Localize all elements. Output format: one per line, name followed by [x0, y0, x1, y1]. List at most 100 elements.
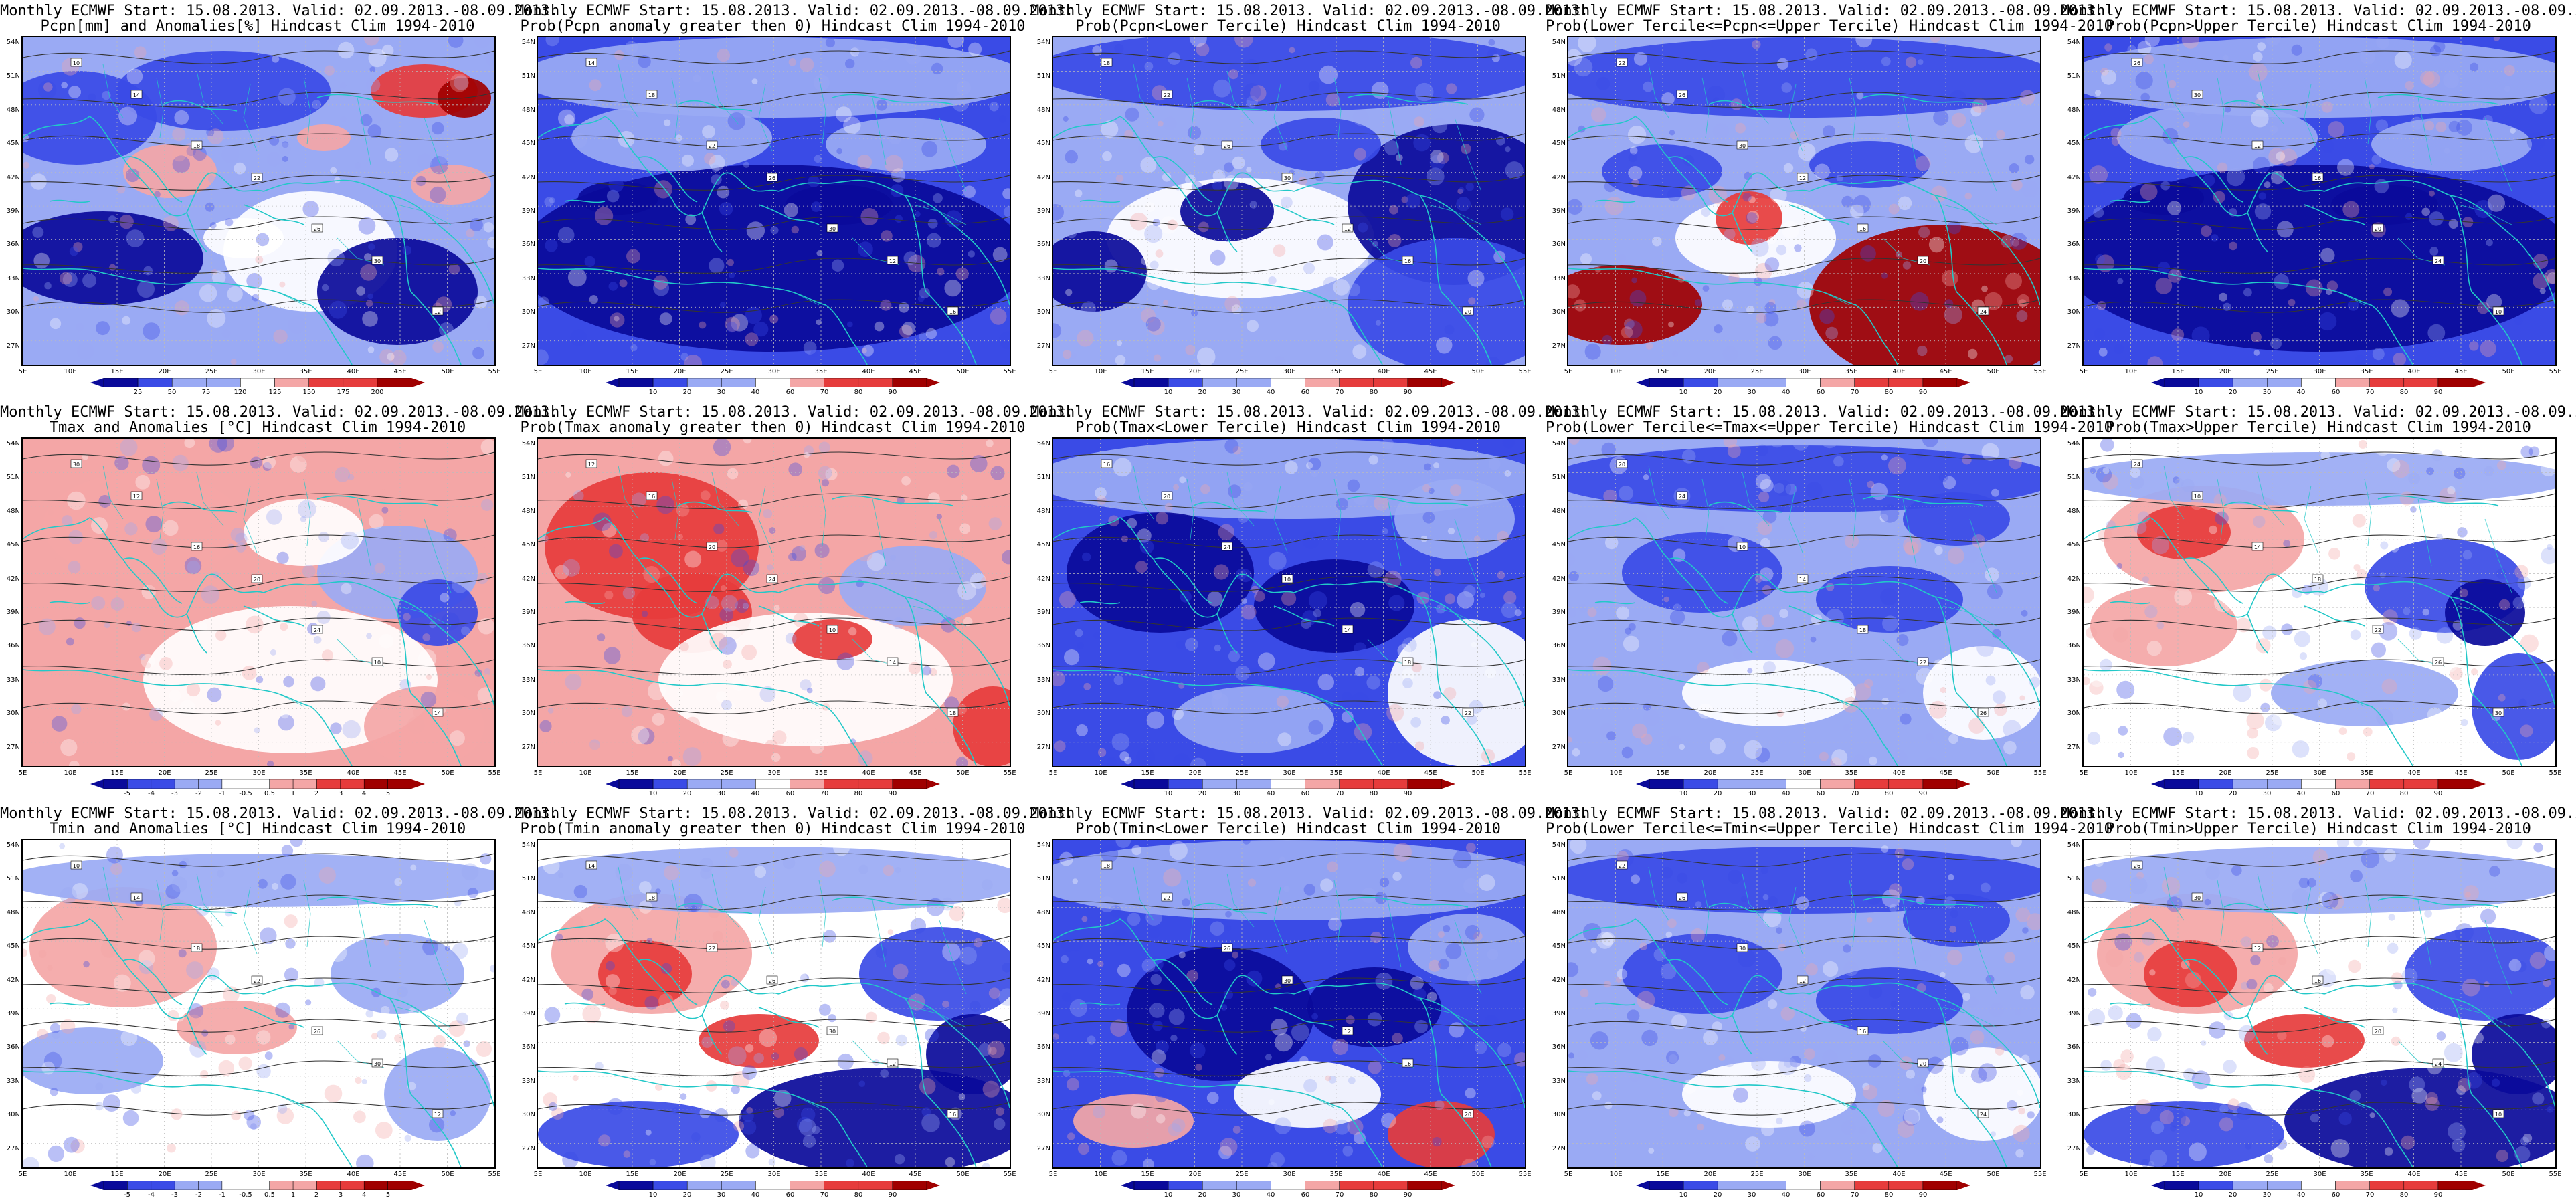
- speckle-cell: [2136, 872, 2144, 880]
- speckle-cell: [46, 756, 62, 766]
- speckle-cell: [1921, 1086, 1927, 1092]
- coastline: [1855, 706, 1898, 766]
- contour-line: [23, 452, 494, 466]
- speckle-cell: [731, 676, 747, 691]
- coastline: [2371, 304, 2413, 365]
- country-border: [243, 485, 258, 553]
- coastline: [2371, 706, 2413, 766]
- longitude-tick-label: 30E: [2313, 1171, 2326, 1178]
- contour-label: 24: [1980, 1112, 1987, 1118]
- speckle-cell: [716, 691, 727, 702]
- colorbar: [606, 378, 940, 387]
- country-border: [1701, 880, 1710, 941]
- contour-line: [538, 977, 1010, 993]
- speckle-cell: [903, 251, 918, 266]
- speckle-cell: [88, 93, 96, 102]
- coastline: [538, 268, 826, 306]
- latitude-tick-label: 45N: [1036, 140, 1050, 147]
- speckle-cell: [2347, 300, 2359, 311]
- speckle-cell: [1153, 1096, 1168, 1110]
- speckle-cell: [1929, 700, 1947, 719]
- contour-line: [2084, 216, 2555, 230]
- speckle-cell: [2142, 576, 2149, 583]
- speckle-cell: [260, 927, 277, 944]
- speckle-cell: [959, 523, 971, 534]
- speckle-cell: [1413, 134, 1431, 152]
- speckle-cell: [54, 854, 61, 862]
- country-border: [2484, 920, 2512, 995]
- colorbar-label: 10: [1164, 389, 1173, 396]
- colorbar-label: 60: [1816, 790, 1825, 797]
- speckle-cell: [2493, 37, 2500, 41]
- latitude-tick-label: 51N: [6, 72, 20, 80]
- speckle-cell: [356, 1154, 374, 1167]
- speckle-cell: [2528, 446, 2540, 458]
- contour-label: 22: [1465, 710, 1471, 716]
- speckle-cell: [919, 1078, 936, 1095]
- speckle-cell: [988, 987, 1000, 999]
- speckle-cell: [1392, 1033, 1403, 1044]
- latitude-tick-label: 42N: [1552, 575, 1566, 583]
- field-blob: [2137, 506, 2231, 559]
- speckle-cell: [735, 599, 749, 613]
- colorbar-label: 40: [1781, 790, 1790, 797]
- speckle-cell: [727, 258, 734, 266]
- coastline: [2084, 1070, 2372, 1108]
- speckle-cell: [1950, 910, 1958, 918]
- speckle-cell: [2241, 981, 2249, 990]
- longitude-tick-label: 55E: [1003, 769, 1016, 777]
- latitude-tick-label: 48N: [1036, 508, 1050, 515]
- speckle-cell: [2204, 898, 2211, 906]
- speckle-cell: [1200, 484, 1210, 494]
- speckle-cell: [1224, 162, 1234, 173]
- speckle-cell: [729, 848, 739, 858]
- speckle-cell: [87, 456, 98, 466]
- speckle-cell: [2256, 92, 2264, 100]
- contour-label-box: [1462, 708, 1474, 717]
- speckle-cell: [2514, 316, 2523, 326]
- speckle-cell: [1966, 996, 1979, 1009]
- speckle-cell: [1414, 116, 1424, 127]
- speckle-cell: [63, 1136, 80, 1153]
- speckle-cell: [595, 1062, 604, 1070]
- field-blob: [43, 472, 244, 579]
- speckle-cell: [1433, 691, 1441, 699]
- speckle-cell: [2550, 520, 2555, 526]
- speckle-cell: [1225, 910, 1232, 918]
- speckle-cell: [2137, 41, 2152, 56]
- longitude-tick-label: 20E: [1188, 1171, 1202, 1178]
- speckle-cell: [329, 300, 347, 319]
- speckle-cell: [2307, 878, 2316, 888]
- speckle-cell: [1097, 961, 1104, 967]
- contour-label-box: [1221, 140, 1233, 150]
- speckle-cell: [2127, 45, 2136, 55]
- contour-label-box: [947, 306, 959, 316]
- contour-label-box: [1797, 574, 1809, 583]
- speckle-cell: [1433, 462, 1440, 469]
- speckle-cell: [1077, 1143, 1090, 1155]
- contour-label-box: [1917, 657, 1929, 666]
- latitude-tick-label: 48N: [2067, 909, 2081, 916]
- speckle-cell: [753, 322, 769, 337]
- colorbar-svg: [90, 378, 425, 387]
- coastline: [1934, 596, 2040, 707]
- field-blob: [29, 887, 217, 1007]
- speckle-cell: [1762, 509, 1777, 524]
- speckle-cell: [1115, 840, 1131, 848]
- speckle-cell: [452, 576, 469, 593]
- contour-label: 30: [1739, 143, 1746, 149]
- speckle-cell: [1617, 254, 1626, 262]
- speckle-cell: [609, 544, 623, 559]
- speckle-cell: [2140, 1004, 2148, 1012]
- speckle-cell: [1858, 1126, 1867, 1134]
- speckle-cell: [816, 250, 823, 256]
- coastline: [1340, 706, 1383, 766]
- speckle-cell: [1902, 1110, 1919, 1126]
- panel-title-variable: Prob(Lower Tercile<=Tmin<=Upper Tercile)…: [1546, 821, 2113, 837]
- colorbar-label: 80: [2399, 790, 2409, 797]
- speckle-cell: [2258, 192, 2266, 200]
- speckle-cell: [543, 857, 560, 874]
- speckle-cell: [825, 37, 835, 48]
- speckle-cell: [1125, 107, 1139, 122]
